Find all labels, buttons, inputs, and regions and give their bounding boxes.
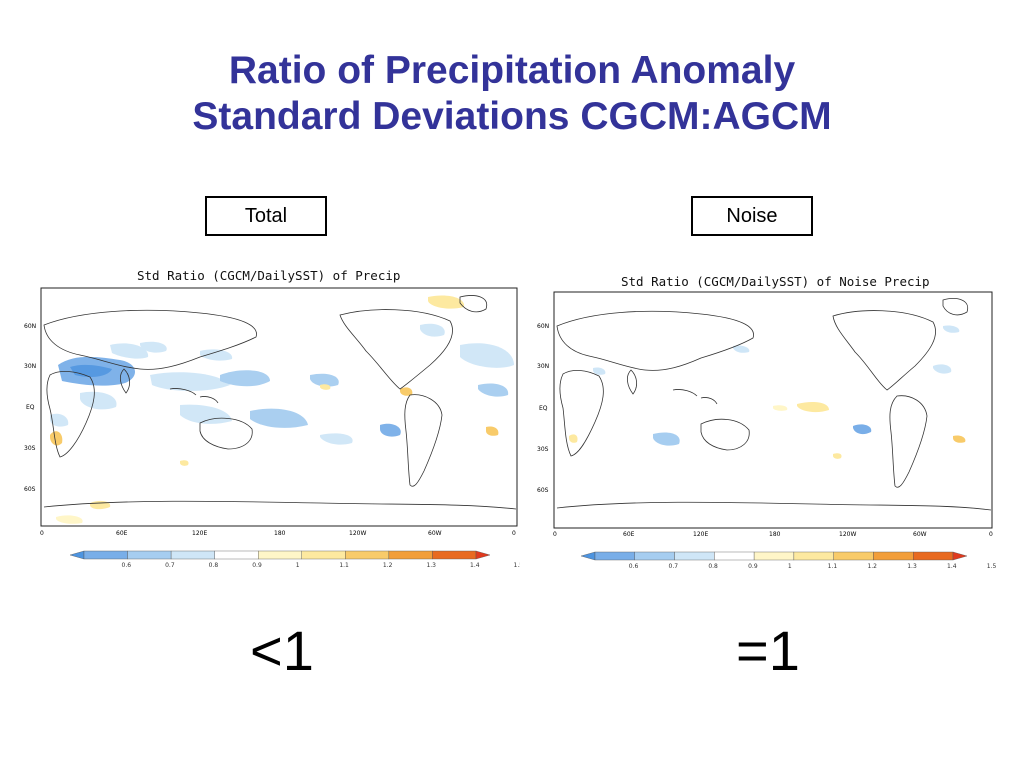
colorbar-tick-label: 1.1 [828,563,838,570]
lon-label: 0 [40,530,44,537]
lat-label: 30N [24,363,36,370]
colorbar-segment [594,551,635,561]
lat-label: EQ [26,404,35,411]
title-line-1: Ratio of Precipitation Anomaly [228,49,796,92]
lon-label: 0 [512,530,516,537]
map-title-noise: Std Ratio (CGCM/DailySST) of Noise Preci… [621,274,930,289]
lat-label: 30S [24,445,36,452]
lon-label: 120W [349,530,366,537]
colorbar-tick-label: 1.1 [339,562,349,569]
noise-ratio-summary: =1 [736,619,800,682]
ratio-below-one-regions [50,323,514,445]
lat-label: 60S [537,487,549,494]
total-ratio-map-panel: 60N 30N EQ 30S 60S [20,285,523,575]
lat-label: 60N [24,323,36,330]
colorbar-tick-label: 1.3 [426,562,436,569]
map-frame [553,291,993,529]
colorbar-tick-label: 1 [296,562,300,569]
colorbar-segment [127,550,172,560]
coastlines [556,298,992,511]
colorbar-high-triangle [475,550,491,560]
ratio-below-one-regions [593,325,960,446]
colorbar-low-triangle [69,550,85,560]
colorbar-segment [388,550,433,560]
colorbar-tick-label: 0.6 [122,562,132,569]
colorbar-noise: 0.6 0.7 0.8 0.9 1 1.1 1.2 1.3 1.4 1.5 [580,551,997,570]
colorbar-tick-label: 1.4 [947,563,957,570]
lon-label: 60W [913,531,927,538]
lat-label: 30N [537,363,549,370]
title-line-2: Standard Deviations CGCM:AGCM [192,95,832,138]
colorbar-segment [345,550,390,560]
colorbar-segment [674,551,715,561]
lon-label: 180 [274,530,286,537]
colorbar-segment [258,550,302,560]
ratio-above-one-regions [50,295,499,524]
lon-label: 0 [989,531,993,538]
lon-label: 60E [623,531,635,538]
slide-title: Ratio of Precipitation Anomaly Standard … [0,48,1024,140]
colorbar-tick-label: 0.6 [629,563,639,570]
colorbar-tick-label: 0.7 [669,563,679,570]
colorbar-tick-label: 0.8 [708,563,718,570]
colorbar-segment [432,550,477,560]
total-ratio-map: 60N 30N EQ 30S 60S [24,287,523,569]
lon-label: 120E [192,530,207,537]
colorbar-segment [714,551,755,561]
colorbar-segment [913,551,954,561]
colorbar-segment [214,550,259,560]
colorbar-tick-label: 1.2 [383,562,393,569]
noise-ratio-map-panel: 60N 30N EQ 30S 60S [533,286,999,576]
coastlines [43,295,517,510]
lat-label: 30S [537,446,549,453]
total-ratio-summary: <1 [250,619,314,682]
colorbar-tick-label: 1.5 [987,563,997,570]
map-title-total: Std Ratio (CGCM/DailySST) of Precip [137,268,401,283]
colorbar-segment [301,550,346,560]
colorbar-total: 0.6 0.7 0.8 0.9 1 1.1 1.2 1.3 1.4 1.5 [69,550,523,569]
lon-label: 180 [769,531,781,538]
lat-label: EQ [539,405,548,412]
lat-label: 60N [537,323,549,330]
colorbar-high-triangle [952,551,968,561]
colorbar-segment [83,550,128,560]
colorbar-segment [634,551,675,561]
colorbar-segment [753,551,795,561]
lon-label: 60E [116,530,128,537]
colorbar-tick-label: 1.3 [907,563,917,570]
colorbar-tick-label: 1.2 [867,563,877,570]
lon-label: 60W [428,530,442,537]
lon-label: 120W [839,531,856,538]
colorbar-segment [170,550,215,560]
lon-label: 120E [693,531,708,538]
colorbar-tick-label: 0.7 [165,562,175,569]
colorbar-tick-label: 1.4 [470,562,480,569]
colorbar-low-triangle [580,551,596,561]
lon-label: 0 [553,531,557,538]
noise-label-box: Noise [691,196,813,236]
colorbar-tick-label: 0.9 [748,563,758,570]
colorbar-tick-label: 0.9 [252,562,262,569]
noise-ratio-map: 60N 30N EQ 30S 60S [537,291,997,570]
lat-label: 60S [24,486,36,493]
colorbar-tick-label: 0.8 [209,562,219,569]
colorbar-segment [793,551,834,561]
colorbar-tick-label: 1 [788,563,792,570]
ratio-above-one-regions [569,402,966,459]
colorbar-segment [833,551,874,561]
colorbar-segment [873,551,914,561]
colorbar-tick-label: 1.5 [514,562,520,569]
total-label-box: Total [205,196,327,236]
